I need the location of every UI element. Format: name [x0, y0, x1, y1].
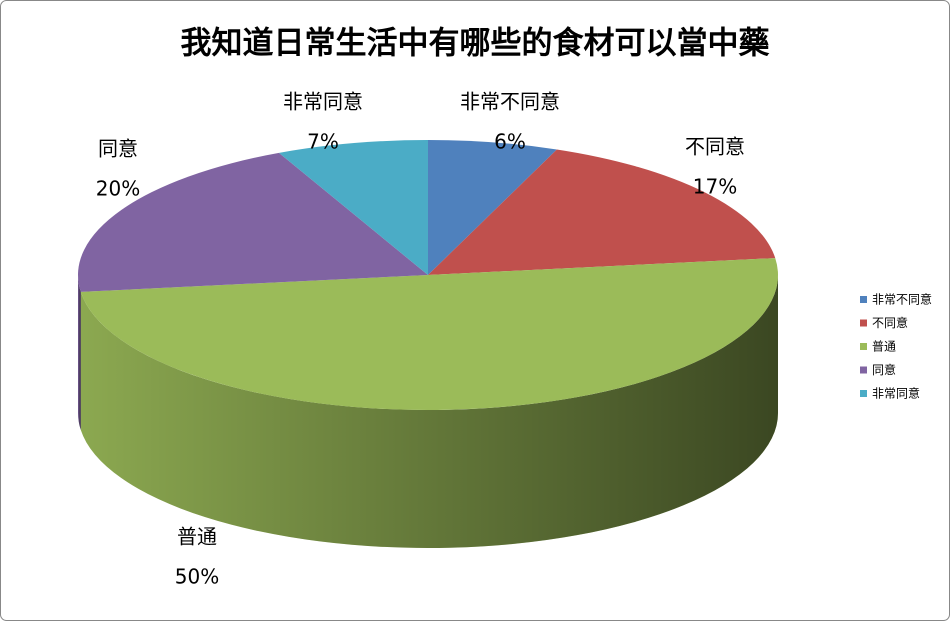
data-label-value: 6%	[494, 130, 526, 154]
data-label-name: 非常不同意	[460, 90, 560, 114]
legend-label: 不同意	[872, 315, 908, 330]
legend-swatch	[860, 366, 867, 374]
slice-side-shade	[78, 275, 81, 430]
slice-side-shade	[80, 275, 779, 549]
data-label-name: 非常同意	[283, 90, 363, 114]
slice	[278, 140, 428, 275]
data-label-name: 普通	[177, 525, 217, 549]
legend-swatch	[860, 390, 867, 397]
legend-label: 普通	[872, 340, 896, 354]
slice	[77, 152, 428, 292]
slice	[428, 140, 557, 275]
legend-swatch	[860, 343, 867, 350]
legend-label: 非常不同意	[872, 292, 932, 307]
slice	[428, 149, 776, 275]
data-label-value: 17%	[693, 175, 737, 199]
legend-swatch	[860, 296, 867, 303]
data-label-value: 50%	[175, 565, 219, 589]
legend-swatch	[860, 319, 867, 327]
chart-title: 我知道日常生活中有哪些的食材可以當中藥	[181, 26, 770, 62]
data-label-value: 7%	[307, 130, 339, 154]
legend-label: 同意	[872, 362, 896, 377]
data-label-name: 同意	[98, 137, 138, 161]
slice	[80, 258, 779, 410]
data-label-name: 不同意	[685, 135, 745, 159]
data-label-value: 20%	[96, 177, 140, 201]
legend-label: 非常同意	[872, 386, 920, 401]
